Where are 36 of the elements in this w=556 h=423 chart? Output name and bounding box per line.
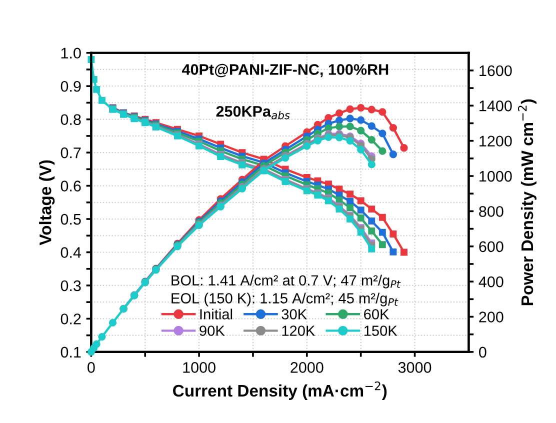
x-tick-label: 3000	[398, 362, 432, 373]
x-tick-label: 2000	[290, 362, 324, 373]
y-tick-label: 0.2	[60, 314, 81, 324]
legend-label: 120K	[282, 326, 316, 336]
legend-label: Initial	[200, 308, 232, 320]
annotation: 40Pt@PANI-ZIF-NC, 100%RH	[182, 64, 388, 78]
annotation: EOL (150 K): 1.15 A/cm²; 45 m²/g$_{Pt}$	[172, 292, 398, 306]
legend-label: 90K	[200, 326, 225, 336]
y-tick-label: 0.9	[60, 80, 81, 92]
y2-tick-label: 400	[478, 276, 504, 288]
x-tick-label: 1000	[183, 362, 216, 373]
y2-tick-label: 800	[479, 206, 504, 217]
legend-label: 150K	[364, 326, 398, 336]
y-axis-title: Voltage (V)	[39, 160, 55, 246]
y-tick-label: 0.8	[60, 114, 81, 126]
legend-label: 30K	[282, 309, 307, 320]
y2-tick-label: 1000	[480, 170, 512, 182]
y2-tick-label: 0	[479, 346, 486, 358]
y2-axis-title: Power Density (mW cm$^{−2}$)	[518, 99, 536, 306]
annotation: 250KPa$_{abs}$	[216, 106, 290, 120]
y-tick-label: 0.6	[60, 180, 81, 192]
y2-tick-label: 1600	[480, 65, 512, 76]
y-tick-label: 1.0	[61, 48, 81, 59]
y2-tick-label: 200	[479, 312, 504, 322]
y-tick-label: 0.5	[60, 214, 81, 225]
y2-tick-label: 1400	[480, 100, 512, 112]
annotation: BOL: 1.41 A/cm² at 0.7 V; 47 m²/g$_{Pt}$	[172, 274, 401, 288]
y-tick-label: 0.1	[60, 346, 81, 358]
legend-label: 60K	[364, 309, 390, 320]
x-axis-title: Current Density (mA·cm$^{−2}$)	[173, 381, 387, 400]
y2-tick-label: 600	[479, 241, 504, 252]
y-tick-label: 0.4	[60, 247, 82, 258]
y2-tick-label: 1200	[480, 136, 512, 147]
y-tick-label: 0.3	[60, 280, 81, 292]
x-tick-label: 0	[88, 362, 95, 373]
y-tick-label: 0.7	[60, 147, 81, 158]
